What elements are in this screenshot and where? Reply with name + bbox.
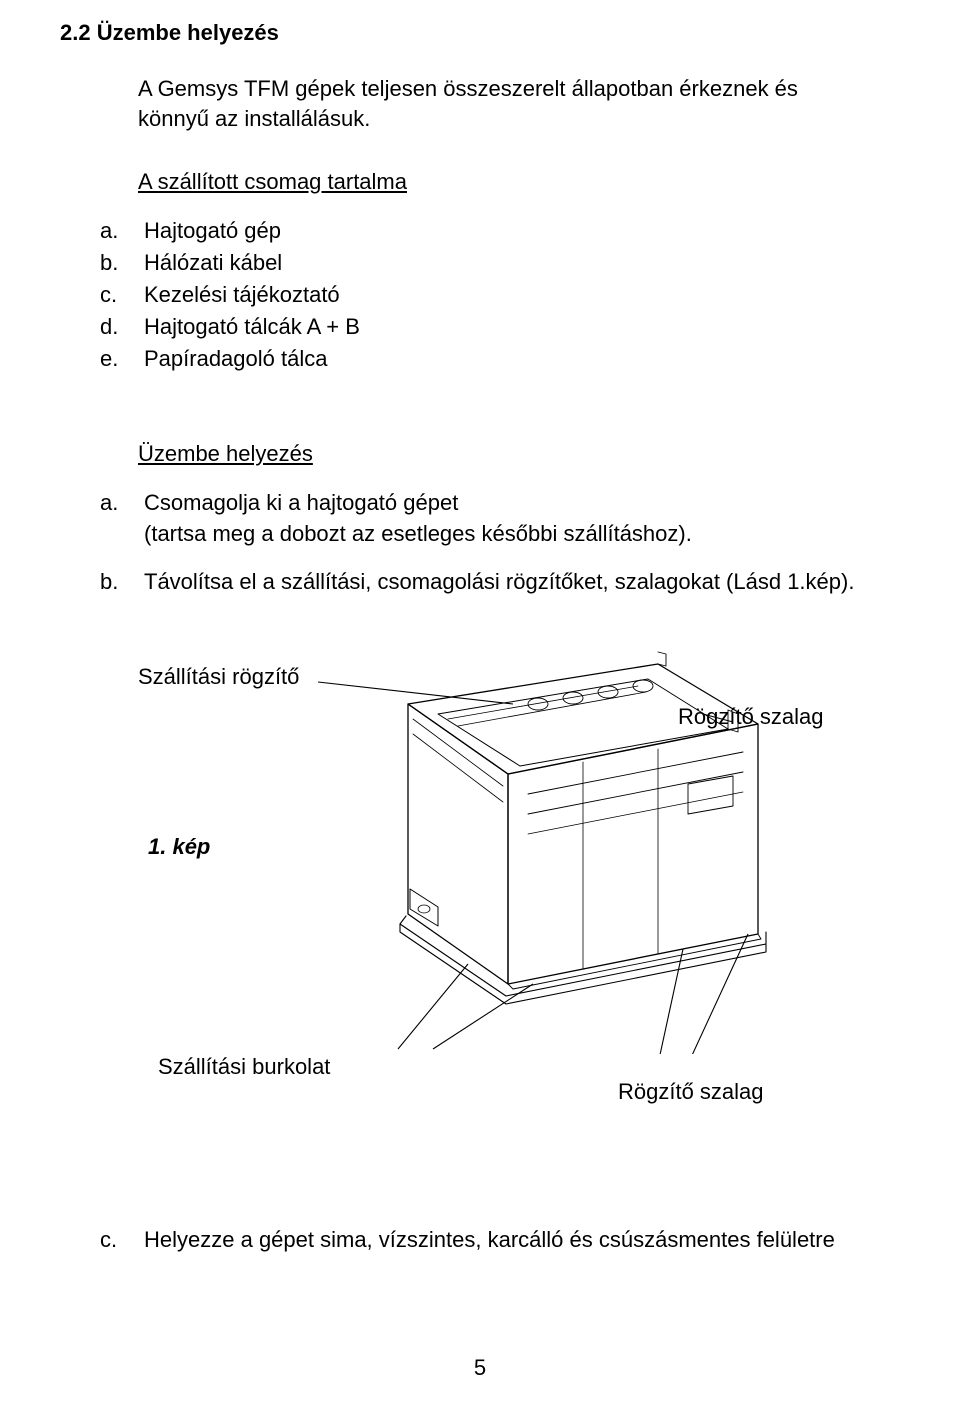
list-item: b. Hálózati kábel [100, 247, 870, 279]
page: 2.2 Üzembe helyezés A Gemsys TFM gépek t… [0, 0, 960, 1401]
list-text: Hálózati kábel [144, 247, 870, 279]
page-number: 5 [474, 1355, 486, 1381]
list-item: c. Kezelési tájékoztató [100, 279, 870, 311]
list-item: a. Hajtogató gép [100, 215, 870, 247]
list-marker: a. [100, 215, 144, 247]
list-text: Kezelési tájékoztató [144, 279, 870, 311]
list-text: Csomagolja ki a hajtogató gépet [144, 487, 870, 519]
list-marker: e. [100, 343, 144, 375]
figure-label-bottom-left: Szállítási burkolat [158, 1054, 330, 1080]
list-item: d. Hajtogató tálcák A + B [100, 311, 870, 343]
list-marker: c. [100, 279, 144, 311]
list-marker: a. [100, 487, 144, 519]
list-marker: c. [100, 1224, 144, 1256]
list-text: Papíradagoló tálca [144, 343, 870, 375]
list-item: e. Papíradagoló tálca [100, 343, 870, 375]
figure-label-bottom-right: Rögzítő szalag [618, 1079, 764, 1105]
list-marker: b. [100, 566, 144, 598]
list-item: b. Távolítsa el a szállítási, csomagolás… [100, 566, 870, 598]
list-item: c. Helyezze a gépet sima, vízszintes, ka… [100, 1224, 870, 1256]
list-text: Hajtogató tálcák A + B [144, 311, 870, 343]
machine-illustration [288, 634, 808, 1054]
figure-1: Szállítási rögzítő Rögzítő szalag 1. kép… [138, 634, 918, 1194]
list-text: Távolítsa el a szállítási, csomagolási r… [144, 566, 870, 598]
contents-list: a. Hajtogató gép b. Hálózati kábel c. Ke… [60, 215, 870, 374]
setup-list-continued: c. Helyezze a gépet sima, vízszintes, ka… [60, 1224, 870, 1256]
figure-caption: 1. kép [148, 834, 210, 860]
list-text: Helyezze a gépet sima, vízszintes, karcá… [144, 1224, 870, 1256]
list-subtext: (tartsa meg a dobozt az esetleges később… [144, 519, 870, 549]
setup-heading: Üzembe helyezés [138, 441, 860, 467]
setup-list: a. Csomagolja ki a hajtogató gépet (tart… [60, 487, 870, 598]
figure-label-top-left: Szállítási rögzítő [138, 664, 299, 690]
intro-paragraph: A Gemsys TFM gépek teljesen összeszerelt… [138, 74, 860, 133]
section-title: 2.2 Üzembe helyezés [60, 20, 870, 46]
list-text: Hajtogató gép [144, 215, 870, 247]
list-marker: d. [100, 311, 144, 343]
contents-heading: A szállított csomag tartalma [138, 169, 860, 195]
list-marker: b. [100, 247, 144, 279]
list-item: a. Csomagolja ki a hajtogató gépet [100, 487, 870, 519]
